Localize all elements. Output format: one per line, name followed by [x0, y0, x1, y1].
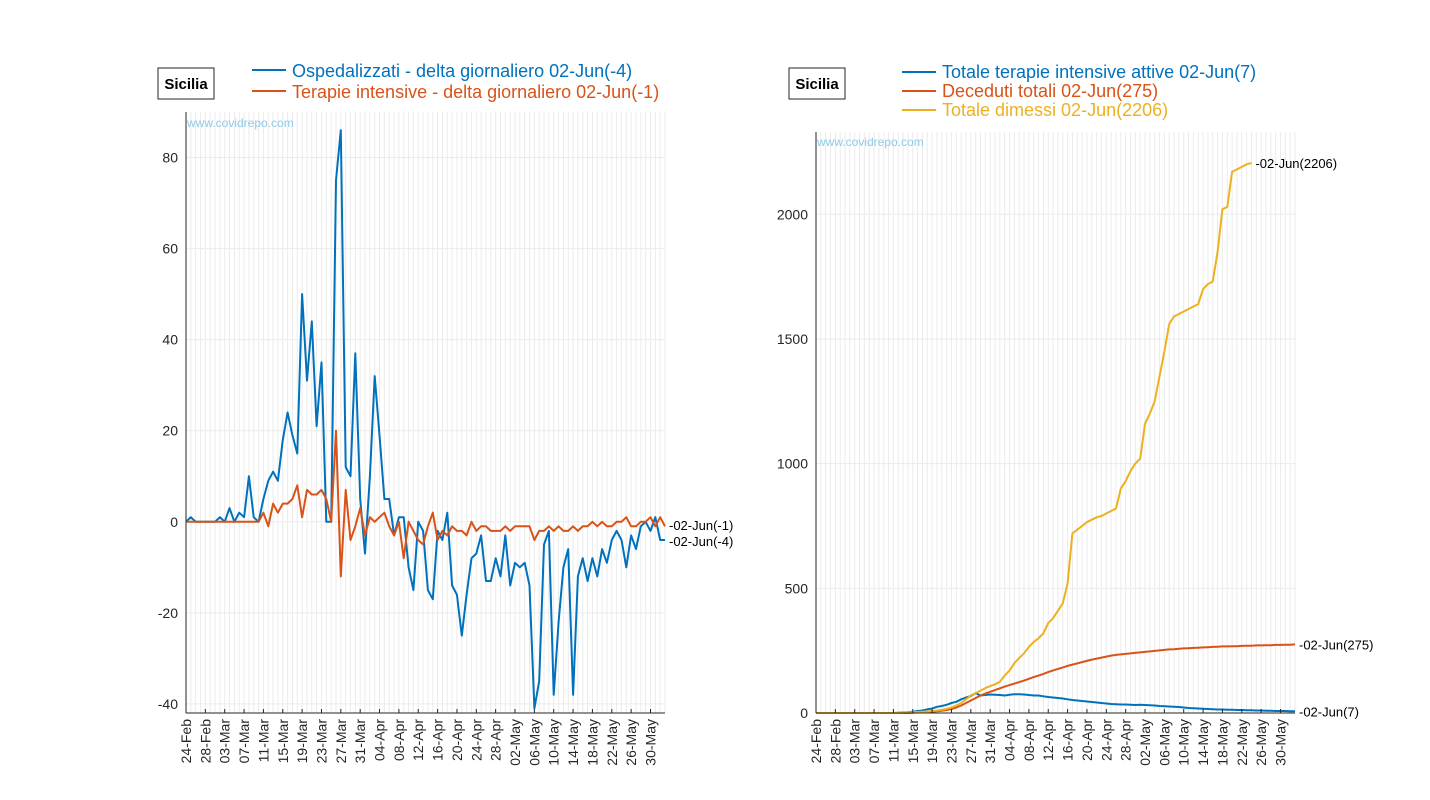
left-y-tick-label: 0: [170, 514, 178, 530]
left-x-tick-label: 11-Mar: [255, 719, 271, 763]
left-end-label-0: -02-Jun(-4): [669, 534, 733, 549]
right-x-tick-label: 07-Mar: [866, 719, 882, 764]
left-x-tick-label: 30-May: [642, 719, 658, 766]
right-x-tick-label: 20-Apr: [1079, 719, 1095, 761]
right-series-line-1: [816, 643, 1296, 714]
right-x-tick-label: 15-Mar: [905, 719, 921, 764]
left-x-tick-label: 12-Apr: [410, 719, 426, 761]
left-x-tick-label: 27-Mar: [333, 719, 349, 764]
left-region-label: Sicilia: [164, 76, 208, 93]
right-x-tick-label: 23-Mar: [943, 719, 959, 764]
right-x-tick-label: 27-Mar: [963, 719, 979, 764]
left-x-tick-label: 23-Mar: [313, 719, 329, 764]
right-legend-entry-2: Totale dimessi 02-Jun(2206): [942, 100, 1168, 120]
right-end-label-2: -02-Jun(2206): [1255, 156, 1337, 171]
left-legend-entry-0: Ospedalizzati - delta giornaliero 02-Jun…: [292, 61, 632, 81]
left-legend-entry-1: Terapie intensive - delta giornaliero 02…: [292, 82, 659, 102]
right-y-tick-label: 1000: [777, 456, 808, 472]
right-x-tick-label: 28-Apr: [1118, 719, 1134, 761]
right-series-line-0: [816, 692, 1295, 714]
right-chart: -02-Jun(7) -02-Jun(275) -02-Jun(2206) 0 500…: [777, 62, 1374, 766]
right-x-tick-label: 18-May: [1214, 719, 1230, 766]
right-x-tick-label: 10-May: [1176, 719, 1192, 766]
left-x-tick-label: 24-Feb: [178, 719, 194, 764]
left-x-tick-label: 28-Apr: [488, 719, 504, 761]
left-x-tick-label: 04-Apr: [372, 719, 388, 761]
right-x-tick-label: 26-May: [1253, 719, 1269, 766]
left-y-tick-label: -20: [158, 605, 178, 621]
right-x-tick-label: 14-May: [1195, 719, 1211, 766]
right-x-tick-label: 08-Apr: [1021, 719, 1037, 761]
right-grid: [815, 132, 1296, 714]
right-x-tick-label: 24-Feb: [808, 719, 824, 764]
left-y-tick-label: 20: [162, 423, 178, 439]
left-series: -02-Jun(-4)-02-Jun(-1): [185, 129, 733, 710]
right-region-box: Sicilia: [788, 67, 846, 100]
right-legend-entry-1: Deceduti totali 02-Jun(275): [942, 81, 1158, 101]
right-x-tick-label: 04-Apr: [1002, 719, 1018, 761]
left-x-tick-label: 14-May: [565, 719, 581, 766]
right-x-tick-label: 03-Mar: [847, 719, 863, 764]
right-x-tick-label: 12-Apr: [1040, 719, 1056, 761]
left-x-tick-label: 31-Mar: [352, 719, 368, 764]
left-x-tick-label: 16-Apr: [430, 719, 446, 761]
left-x-tick-label: 08-Apr: [391, 719, 407, 761]
left-region-box: Sicilia: [157, 67, 215, 100]
left-y-tick-label: 60: [162, 241, 178, 257]
right-y-tick-label: 1500: [777, 331, 808, 347]
right-x-tick-label: 02-May: [1137, 719, 1153, 766]
right-x-tick-label: 31-Mar: [982, 719, 998, 764]
left-series-line-0: [185, 129, 665, 710]
left-y-tick-label: 40: [162, 332, 178, 348]
left-x-tick-label: 07-Mar: [236, 719, 252, 764]
right-legend-entry-0: Totale terapie intensive attive 02-Jun(7…: [942, 62, 1256, 82]
right-x-tick-label: 30-May: [1272, 719, 1288, 766]
left-x-tick-label: 02-May: [507, 719, 523, 766]
right-y-tick-label: 2000: [777, 206, 808, 222]
left-x-tick-label: 10-May: [546, 719, 562, 766]
left-grid: [185, 112, 666, 713]
right-x-tick-label: 06-May: [1156, 719, 1172, 766]
right-region-label: Sicilia: [795, 76, 839, 93]
left-series-line-1: [186, 429, 666, 578]
left-x-tick-label: 22-May: [604, 719, 620, 766]
left-x-tick-label: 20-Apr: [449, 719, 465, 761]
right-x-tick-label: 19-Mar: [924, 719, 940, 764]
left-x-tick-label: 26-May: [623, 719, 639, 766]
left-x-tick-label: 15-Mar: [275, 719, 291, 764]
right-y-tick-label: 0: [800, 705, 808, 721]
right-x-tick-label: 24-Apr: [1098, 719, 1114, 761]
left-x-tick-label: 18-May: [584, 719, 600, 766]
right-x-tick-label: 22-May: [1234, 719, 1250, 766]
right-end-label-0: -02-Jun(7): [1299, 704, 1359, 719]
left-x-tick-label: 28-Feb: [197, 719, 213, 764]
left-y-tick-label: -40: [158, 696, 178, 712]
left-x-tick-label: 19-Mar: [294, 719, 310, 764]
right-x-tick-label: 16-Apr: [1060, 719, 1076, 761]
left-y-tick-label: 80: [162, 150, 178, 166]
left-x-tick-label: 03-Mar: [217, 719, 233, 764]
right-legend: Totale terapie intensive attive 02-Jun(7…: [902, 62, 1256, 120]
left-x-tick-label: 06-May: [526, 719, 542, 766]
left-x-tick-label: 24-Apr: [468, 719, 484, 761]
right-watermark: www.covidrepo.com: [816, 135, 924, 149]
right-y-tick-label: 500: [785, 580, 809, 596]
left-chart: -02-Jun(-4)-02-Jun(-1) -40 -20 0 20 40 60 80 24…: [157, 61, 733, 766]
right-x-tick-label: 28-Feb: [827, 719, 843, 764]
left-legend: Ospedalizzati - delta giornaliero 02-Jun…: [252, 61, 659, 102]
left-end-label-1: -02-Jun(-1): [669, 518, 733, 533]
right-x-tick-label: 11-Mar: [885, 719, 901, 763]
right-end-label-1: -02-Jun(275): [1299, 637, 1373, 652]
right-axes: 0 500 1000 1500 2000 24-Feb 28-Feb 03-Mar 07-Mar…: [777, 132, 1295, 766]
left-watermark: www.covidrepo.com: [186, 116, 294, 130]
